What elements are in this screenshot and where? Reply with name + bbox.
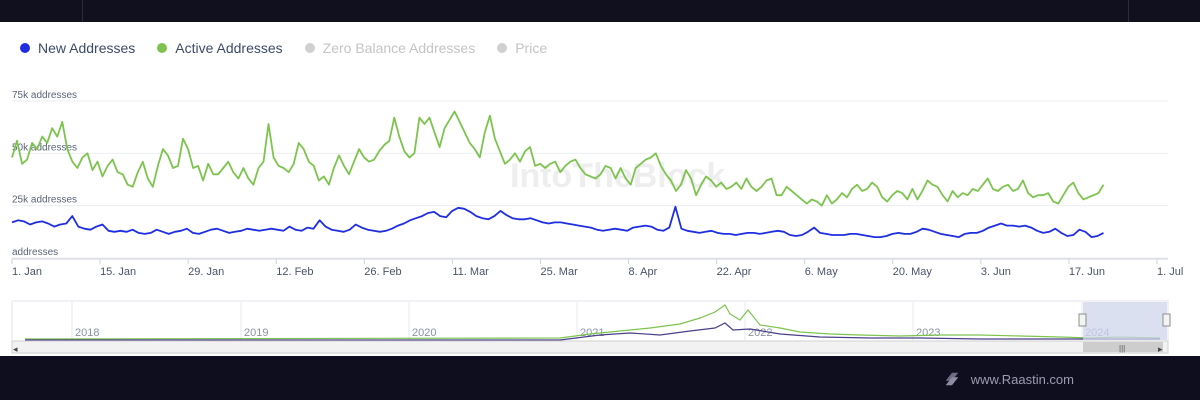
navigator-scrollbar-grip: ||| — [1119, 344, 1125, 353]
x-tick-label: 22. Apr — [717, 266, 752, 278]
legend-swatch — [20, 43, 30, 53]
legend-item-price[interactable]: Price — [497, 40, 547, 56]
chart-panel: New Addresses Active Addresses Zero Bala… — [0, 22, 1200, 356]
top-bar — [0, 0, 1200, 22]
legend-label: Active Addresses — [175, 40, 283, 56]
series-line-active-addresses[interactable] — [11, 110, 1105, 207]
navigator-scrollbar-thumb[interactable] — [1083, 342, 1163, 352]
x-tick-label: 20. May — [893, 266, 933, 278]
brand-text: www.Raastin.com — [970, 371, 1074, 387]
x-tick-label: 6. May — [805, 266, 839, 278]
legend-label: New Addresses — [38, 40, 136, 56]
legend-swatch — [497, 43, 508, 53]
top-bar-divider — [82, 0, 83, 22]
x-tick-label: 1. Jul — [1157, 266, 1183, 278]
x-tick-label: 12. Feb — [276, 266, 313, 278]
legend-swatch — [304, 43, 315, 53]
x-tick-label: 3. Jun — [981, 266, 1011, 278]
legend-label: Price — [515, 40, 548, 56]
x-tick-label: 15. Jan — [100, 266, 136, 278]
legend-item-active-addresses[interactable]: Active Addresses — [157, 40, 283, 56]
navigator-scrollbar-track[interactable] — [11, 340, 1169, 354]
x-tick-label: 11. Mar — [452, 266, 489, 278]
chart-legend: New Addresses Active Addresses Zero Bala… — [20, 40, 569, 56]
x-tick-label: 25. Mar — [540, 266, 578, 278]
navigator-scroll-right-icon[interactable]: ▸ — [1158, 344, 1163, 354]
series-line-new-addresses[interactable] — [11, 205, 1104, 239]
y-tick-label: addresses — [12, 247, 58, 258]
y-tick-label: 50k addresses — [12, 142, 77, 153]
navigator-scroll-left-icon[interactable]: ◂ — [13, 344, 18, 354]
footer-bar: www.Raastin.com — [0, 356, 1200, 400]
navigator-year-label: 2020 — [412, 327, 436, 339]
navigator[interactable]: 2018201920202021202220232024 ||| ◂ ▸ — [11, 300, 1171, 354]
navigator-selection[interactable] — [1083, 302, 1167, 340]
y-tick-label: 25k addresses — [12, 195, 77, 206]
legend-item-new-addresses[interactable]: New Addresses — [20, 40, 135, 56]
x-tick-label: 1. Jan — [12, 266, 42, 278]
x-tick-label: 8. Apr — [629, 266, 658, 278]
legend-swatch — [157, 43, 168, 53]
navigator-year-label: 2018 — [75, 327, 99, 339]
x-tick-label: 17. Jun — [1069, 266, 1105, 278]
brand[interactable]: www.Raastin.com — [943, 370, 1074, 388]
top-bar-divider — [1128, 0, 1129, 22]
navigator-year-label: 2021 — [580, 327, 604, 339]
x-tick-label: 29. Jan — [188, 266, 224, 278]
navigator-year-label: 2019 — [244, 327, 268, 339]
legend-label: Zero Balance Addresses — [322, 40, 476, 56]
navigator-year-label: 2023 — [916, 327, 940, 339]
navigator-right-handle[interactable] — [1162, 313, 1171, 327]
x-tick-label: 26. Feb — [364, 266, 401, 278]
navigator-active-series — [24, 304, 1161, 340]
navigator-new-series — [25, 322, 1160, 341]
y-tick-label: 75k addresses — [12, 90, 77, 101]
raastin-logo-icon — [945, 372, 958, 386]
legend-item-zero-balance-addresses[interactable]: Zero Balance Addresses — [304, 40, 476, 56]
navigator-left-handle[interactable] — [1078, 313, 1087, 327]
